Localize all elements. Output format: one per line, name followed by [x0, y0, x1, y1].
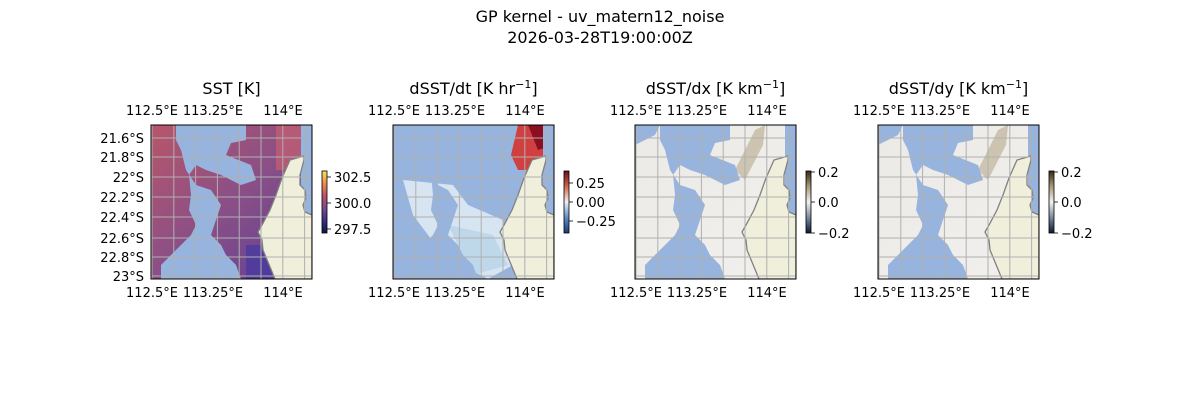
missing-data-mask	[888, 125, 983, 279]
lon-label-bottom: 114°E	[990, 286, 1030, 301]
colorbar-gradient	[563, 170, 570, 234]
map-field	[151, 125, 312, 279]
lon-label-top: 114°E	[747, 104, 787, 119]
panel-title: SST [K]	[202, 79, 260, 98]
panel-title: dSST/dx [K km−1]	[646, 78, 785, 99]
colorbar-tick-label: 0.2	[818, 166, 839, 181]
lon-label-bottom: 112.5°E	[853, 286, 905, 301]
colorbar: 0.2 0.0 −0.2	[1048, 166, 1093, 242]
axes-frame	[877, 124, 1040, 280]
colorbar: 0.2 0.0 −0.2	[805, 166, 850, 242]
lon-label-bottom: 112.5°E	[610, 286, 662, 301]
panel-4: dSST/dy [K km−1] 112.5°E 112.5°E 113.25°E 11…	[853, 78, 1040, 301]
panel-title: dSST/dy [K km−1]	[889, 78, 1028, 99]
lat-label: 23°S	[113, 270, 144, 285]
colorbar-tick-label: 300.0	[334, 197, 371, 212]
colorbar: 0.25 0.00 −0.25	[563, 170, 616, 234]
missing-data-mask	[161, 125, 256, 279]
lon-label-bottom: 114°E	[263, 286, 303, 301]
lat-label: 22.4°S	[100, 211, 144, 226]
lon-label-top: 113.25°E	[910, 104, 970, 119]
colorbar-tick-label: −0.25	[576, 215, 616, 230]
lon-label-bottom: 114°E	[747, 286, 787, 301]
lat-label: 22.6°S	[100, 232, 144, 247]
colorbar-tick-label: 0.0	[818, 196, 839, 211]
lon-label-top: 113.25°E	[425, 104, 485, 119]
colorbar-tick-label: 297.5	[334, 223, 371, 238]
map-field	[393, 125, 554, 279]
lat-label: 22°S	[113, 171, 144, 186]
lon-label-top: 113.25°E	[183, 104, 243, 119]
lon-label-top: 112.5°E	[610, 104, 662, 119]
colorbar-tick-label: −0.2	[1061, 227, 1093, 242]
missing-data-mask	[645, 125, 740, 279]
colorbar-tick-label: 0.0	[1061, 196, 1082, 211]
map-field	[635, 125, 796, 279]
lon-label-top: 113.25°E	[667, 104, 727, 119]
figure-title: GP kernel - uv_matern12_noise	[476, 7, 725, 27]
lon-label-top: 112.5°E	[368, 104, 420, 119]
colorbar-tick-label: 0.00	[576, 196, 605, 211]
lon-label-bottom: 112.5°E	[126, 286, 178, 301]
panel-2: dSST/dt [K hr−1] 112.5°E 112.5°E 113.25°E 11…	[368, 78, 555, 301]
axes-frame	[150, 124, 313, 280]
colorbar-tick-label: 0.2	[1061, 166, 1082, 181]
figure-subtitle: 2026-03-28T19:00:00Z	[507, 28, 693, 47]
colorbar-tick-label: 302.5	[334, 171, 371, 186]
colorbar-tick-label: 0.25	[576, 177, 605, 192]
lon-label-bottom: 112.5°E	[368, 286, 420, 301]
lon-label-bottom: 113.25°E	[425, 286, 485, 301]
map-field	[878, 125, 1039, 279]
colorbar-gradient	[805, 170, 812, 234]
lon-label-top: 114°E	[990, 104, 1030, 119]
colorbar: 302.5 300.0 297.5	[321, 170, 371, 238]
axes-frame	[634, 124, 797, 280]
lon-label-top: 112.5°E	[853, 104, 905, 119]
missing-data-mask	[403, 125, 493, 279]
lat-label: 21.8°S	[100, 151, 144, 166]
panel-1: SST [K] 112.5°E 112.5°E 113.25°E 113.25°E 114…	[100, 79, 313, 301]
lon-label-top: 114°E	[505, 104, 545, 119]
lon-label-top: 112.5°E	[126, 104, 178, 119]
panel-3: dSST/dx [K km−1] 112.5°E 112.5°E 113.25°E 11…	[610, 78, 797, 301]
lat-label: 22.8°S	[100, 251, 144, 266]
colorbar-tick-label: −0.2	[818, 227, 850, 242]
colorbar-gradient	[1048, 170, 1055, 234]
lat-label: 22.2°S	[100, 191, 144, 206]
lat-label: 21.6°S	[100, 132, 144, 147]
lon-label-bottom: 113.25°E	[183, 286, 243, 301]
lon-label-bottom: 113.25°E	[667, 286, 727, 301]
colorbar-gradient	[321, 170, 328, 234]
lon-label-top: 114°E	[263, 104, 303, 119]
panel-title: dSST/dt [K hr−1]	[409, 78, 537, 99]
axes-frame	[392, 124, 555, 280]
lon-label-bottom: 113.25°E	[910, 286, 970, 301]
lon-label-bottom: 114°E	[505, 286, 545, 301]
